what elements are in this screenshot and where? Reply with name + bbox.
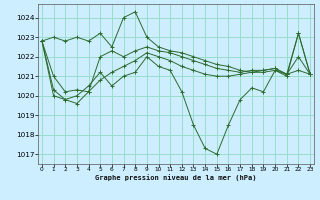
- X-axis label: Graphe pression niveau de la mer (hPa): Graphe pression niveau de la mer (hPa): [95, 174, 257, 181]
